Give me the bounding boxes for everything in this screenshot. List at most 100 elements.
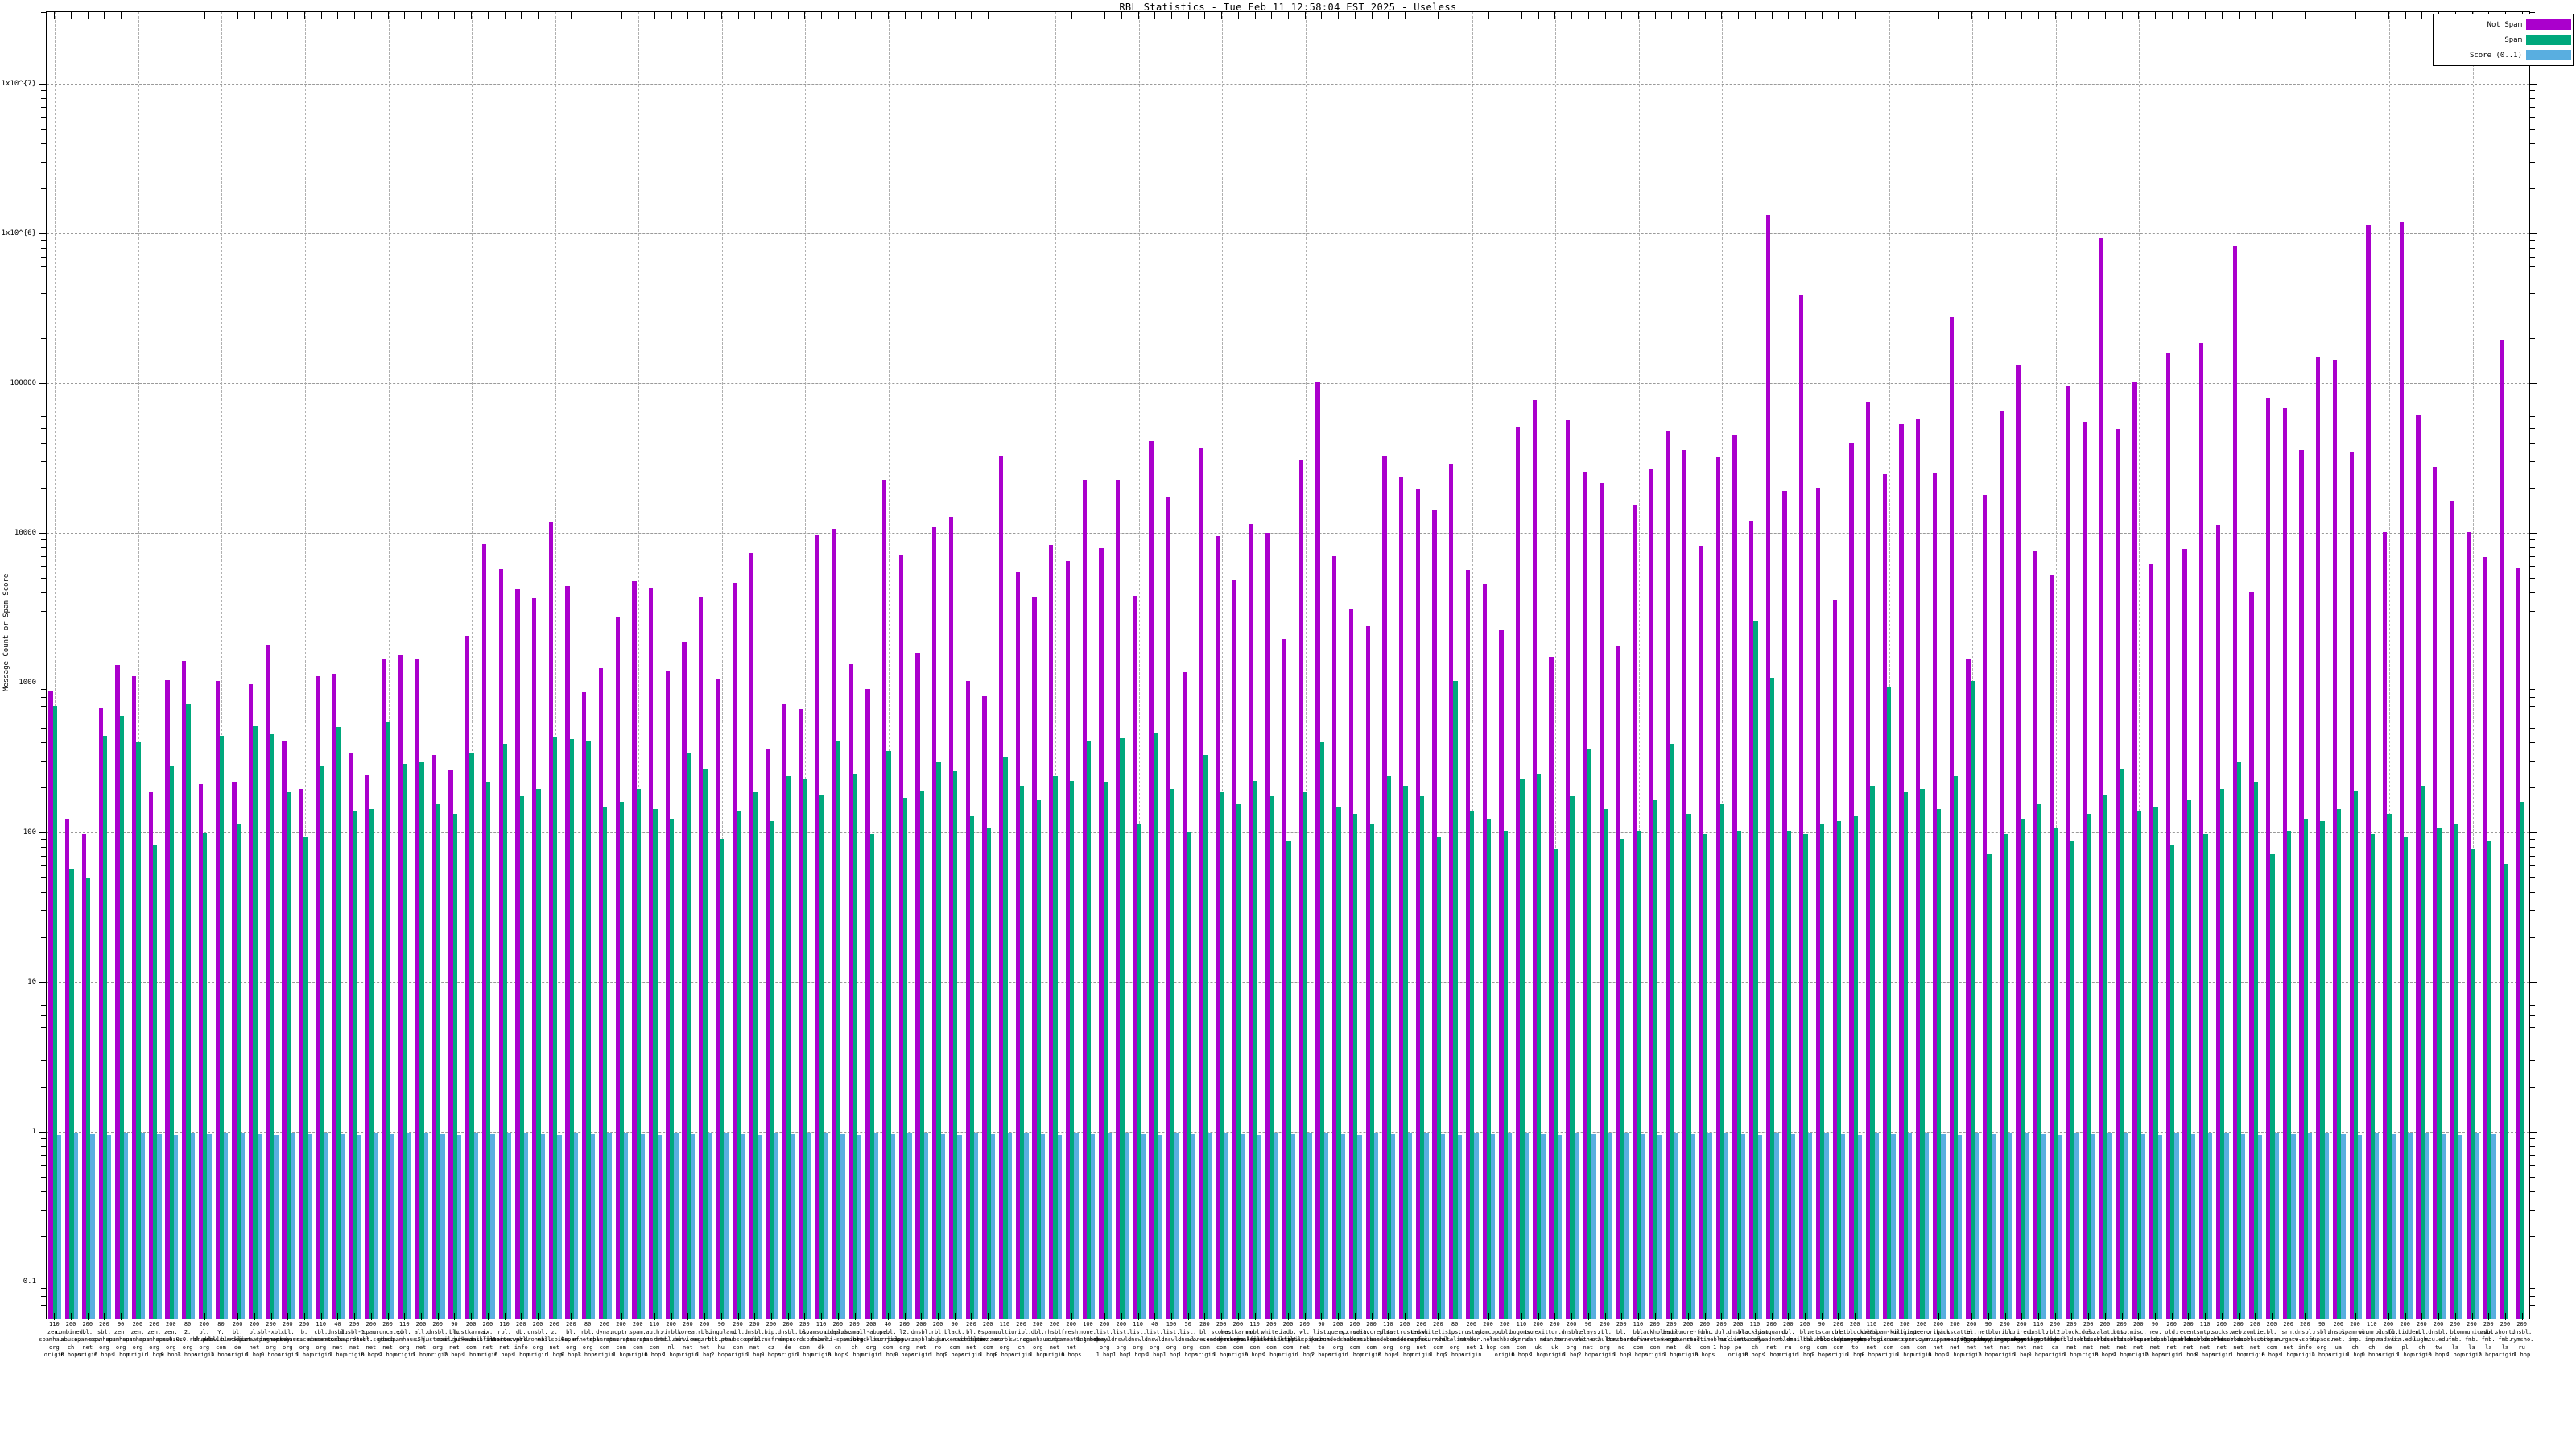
- x-tick-bottom: [404, 1313, 405, 1320]
- bar-group: [2431, 12, 2448, 1319]
- x-label-line: 1 hop: [2504, 1352, 2541, 1360]
- legend-swatch-score: [2526, 50, 2571, 60]
- bar-score: [1992, 1134, 1996, 1319]
- bar-group: [1047, 12, 1064, 1319]
- bar-score: [2058, 1135, 2062, 1319]
- legend-label: Spam: [2504, 36, 2522, 44]
- x-tick-top: [71, 12, 72, 19]
- bar-group: [313, 12, 330, 1319]
- plot-area: [46, 11, 2530, 1319]
- bar-score: [90, 1134, 94, 1319]
- x-tick-bottom: [1938, 1313, 1939, 1320]
- x-tick-top: [1638, 12, 1639, 19]
- bar-score: [2241, 1134, 2245, 1319]
- bar-group: [114, 12, 130, 1319]
- bar-score: [2191, 1134, 2195, 1319]
- x-label-line: 200: [2504, 1321, 2541, 1329]
- bar-group: [330, 12, 347, 1319]
- bar-group: [464, 12, 481, 1319]
- bar-group: [1331, 12, 1348, 1319]
- x-tick-top: [1938, 12, 1939, 19]
- x-tick-bottom: [2505, 1313, 2506, 1320]
- x-tick-bottom: [2255, 1313, 2256, 1320]
- x-tick-top: [1971, 12, 1972, 19]
- y-tick-major: [39, 383, 46, 384]
- bar-group: [747, 12, 764, 1319]
- x-tick-bottom: [838, 1313, 839, 1320]
- bar-group: [2214, 12, 2231, 1319]
- bar-group: [364, 12, 381, 1319]
- bar-group: [1997, 12, 2014, 1319]
- bar-group: [680, 12, 697, 1319]
- bar-score: [1657, 1135, 1662, 1319]
- bar-score: [724, 1133, 728, 1319]
- x-tick-bottom: [421, 1313, 422, 1320]
- x-tick-bottom: [1971, 1313, 1972, 1320]
- x-tick-top: [1138, 12, 1139, 19]
- x-tick-top: [1705, 12, 1706, 19]
- x-tick-bottom: [1321, 1313, 1322, 1320]
- bar-score: [574, 1133, 578, 1319]
- x-tick-bottom: [1705, 1313, 1706, 1320]
- bar-group: [1214, 12, 1231, 1319]
- bar-score: [2375, 1133, 2379, 1319]
- y-tick-major-right: [2530, 832, 2537, 833]
- x-tick-top: [1605, 12, 1606, 19]
- bar-group: [2181, 12, 2198, 1319]
- x-tick-bottom: [704, 1313, 705, 1320]
- bar-score: [74, 1133, 78, 1319]
- bar-score: [291, 1133, 295, 1319]
- y-tick-major: [39, 1132, 46, 1133]
- x-tick-bottom: [1071, 1313, 1072, 1320]
- x-tick-bottom: [354, 1313, 355, 1320]
- bar-group: [497, 12, 514, 1319]
- y-tick-minor-right: [2530, 547, 2535, 548]
- y-axis: Message Count or Spam Score 1x10^{7}1x10…: [0, 11, 46, 1321]
- bar-score: [1474, 1133, 1478, 1319]
- bar-score: [2208, 1133, 2212, 1319]
- x-tick-bottom: [1571, 1313, 1572, 1320]
- bar-group: [1297, 12, 1314, 1319]
- legend-label: Score (0..1): [2470, 52, 2522, 60]
- bar-group: [2114, 12, 2131, 1319]
- bar-group: [1697, 12, 1714, 1319]
- bar-group: [280, 12, 297, 1319]
- bar-score: [1758, 1135, 1762, 1319]
- bar-score: [2442, 1134, 2446, 1319]
- bar-group: [630, 12, 647, 1319]
- bar-group: [547, 12, 564, 1319]
- legend-item: Score (0..1): [2435, 47, 2571, 63]
- bar-group: [2330, 12, 2347, 1319]
- bar-group: [2281, 12, 2297, 1319]
- y-tick-minor-right: [2530, 1177, 2535, 1178]
- y-tick-minor-right: [2530, 188, 2535, 189]
- bar-group: [380, 12, 397, 1319]
- legend-item: Not Spam: [2435, 17, 2571, 32]
- x-tick-top: [1738, 12, 1739, 19]
- bar-score: [107, 1135, 111, 1319]
- bar-group: [797, 12, 814, 1319]
- bar-group: [130, 12, 147, 1319]
- y-tick-minor-right: [2530, 556, 2535, 557]
- x-tick-top: [2055, 12, 2056, 19]
- x-tick-top: [538, 12, 539, 19]
- bar-group: [397, 12, 414, 1319]
- bar-group: [881, 12, 898, 1319]
- bar-group: [1631, 12, 1648, 1319]
- bar-group: [830, 12, 847, 1319]
- bar-group: [1347, 12, 1364, 1319]
- bar-score: [274, 1135, 278, 1319]
- bar-group: [1547, 12, 1564, 1319]
- x-tick-top: [1338, 12, 1339, 19]
- x-tick-top: [1372, 12, 1373, 19]
- x-tick-top: [1171, 12, 1172, 19]
- bar-group: [2314, 12, 2331, 1319]
- x-tick-bottom: [2421, 1313, 2422, 1320]
- x-tick-top: [871, 12, 872, 19]
- bar-group: [2047, 12, 2064, 1319]
- x-tick-top: [54, 12, 55, 19]
- bar-score: [57, 1135, 61, 1319]
- y-axis-tick-label: 1x10^{6}: [2, 229, 36, 237]
- x-tick-top: [888, 12, 889, 19]
- x-tick-top: [571, 12, 572, 19]
